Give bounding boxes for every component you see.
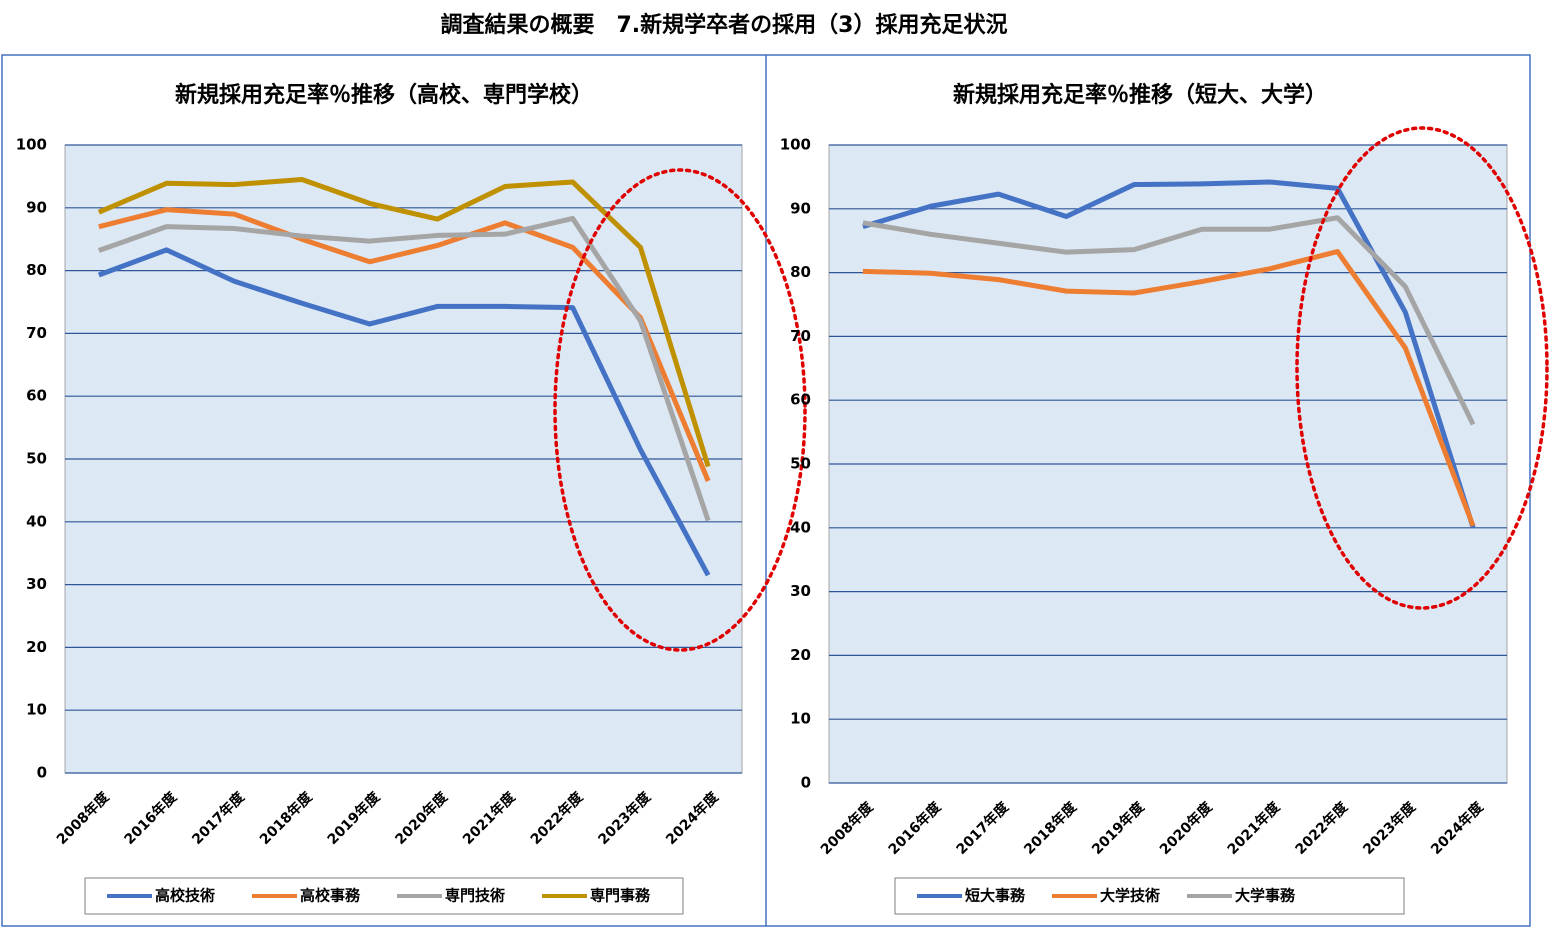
chart-title: 新規採用充足率％推移（高校、専門学校）	[175, 82, 593, 108]
line	[98, 207, 711, 482]
highlight-ellipse	[1295, 126, 1549, 610]
y-tick-label: 20	[790, 646, 811, 664]
y-tick-label: 60	[790, 391, 811, 409]
line	[98, 215, 711, 522]
y-tick-label: 100	[16, 136, 47, 154]
legend-label: 大学技術	[1100, 887, 1160, 905]
y-tick-label: 80	[26, 261, 47, 279]
y-tick-label: 30	[26, 575, 47, 593]
y-tick-label: 90	[26, 198, 47, 216]
y-tick-label: 60	[26, 387, 47, 405]
line	[862, 215, 1476, 426]
y-tick-label: 10	[790, 710, 811, 728]
y-tick-label: 90	[790, 199, 811, 217]
legend-label: 大学事務	[1235, 887, 1296, 905]
highlight-ellipse	[553, 168, 807, 652]
y-tick-label: 30	[790, 582, 811, 600]
y-tick-label: 70	[790, 327, 811, 345]
page-title: 調査結果の概要 7.新規学卒者の採用（3）採用充足状況	[441, 12, 1008, 38]
line	[97, 247, 711, 577]
chart-title: 新規採用充足率％推移（短大、大学）	[953, 82, 1327, 108]
y-tick-label: 20	[26, 638, 47, 656]
legend-label: 専門事務	[590, 887, 651, 905]
legend-label: 高校事務	[300, 887, 361, 905]
legend	[894, 877, 1405, 915]
y-tick-label: 10	[26, 701, 47, 719]
legend-label: 専門技術	[445, 887, 505, 905]
y-tick-label: 100	[780, 136, 811, 154]
y-tick-label: 80	[790, 263, 811, 281]
y-tick-label: 50	[790, 455, 811, 473]
legend-label: 高校技術	[155, 887, 215, 905]
y-tick-label: 70	[26, 324, 47, 342]
y-tick-label: 0	[801, 774, 811, 792]
y-tick-label: 50	[26, 450, 47, 468]
y-tick-label: 0	[37, 764, 47, 782]
y-tick-label: 40	[790, 518, 811, 536]
legend-label: 短大事務	[965, 887, 1026, 905]
line	[862, 249, 1476, 527]
y-tick-label: 40	[26, 512, 47, 530]
